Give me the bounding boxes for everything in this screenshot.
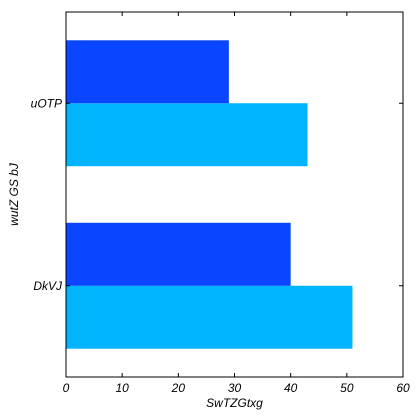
bar-uOTP-series-1 [66,40,229,104]
y-tick-label: uOTP [31,96,62,110]
x-tick-label: 0 [63,381,70,395]
y-tick-label: DkVJ [33,279,63,293]
x-tick-label: 40 [284,381,298,395]
ticks-layer: DkVJ uOTP 0 10 20 30 40 50 60 [31,12,410,395]
bar-DkVJ-series-0 [66,285,353,349]
x-tick-label: 50 [340,381,354,395]
x-tick-label: 20 [171,381,186,395]
x-axis-label: SwTZGtxg [206,396,263,410]
bars-layer [66,40,353,349]
x-tick-label: 10 [115,381,129,395]
y-axis-label: wutZ GS bJ [7,162,21,226]
x-tick-label: 30 [228,381,242,395]
bar-uOTP-series-0 [66,103,308,167]
plot-frame [65,11,404,378]
bar-DkVJ-series-1 [66,222,291,286]
x-tick-label: 60 [396,381,410,395]
